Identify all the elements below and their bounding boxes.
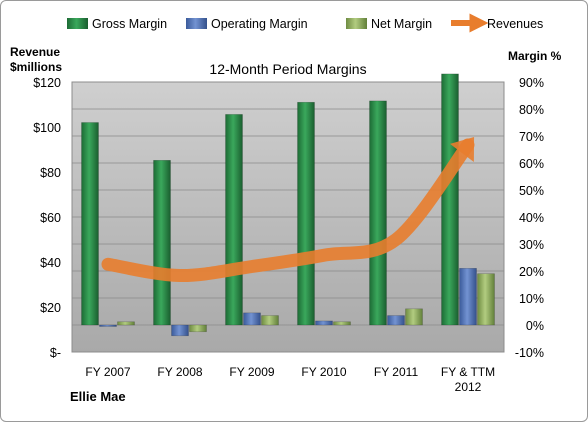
chart-title: 12-Month Period Margins (209, 61, 366, 77)
legend-swatch-operating-margin (186, 18, 207, 29)
operating-margin-bar (243, 312, 261, 326)
company-name: Ellie Mae (70, 389, 126, 404)
gross-margin-bar (153, 160, 171, 326)
left-axis-title-line2: $millions (10, 60, 62, 74)
category-label: FY 2010 (301, 365, 346, 379)
left-tick-label: $100 (33, 121, 61, 135)
left-tick-label: $80 (40, 166, 61, 180)
right-axis-ticks: -10% 0% 10% 20% 30% 40% 50% 60% 70% 80% 90% (515, 76, 544, 360)
gross-margin-bar (369, 100, 387, 326)
category-label: FY 2007 (85, 365, 130, 379)
gridlines (72, 108, 504, 326)
right-tick-label: 90% (519, 76, 544, 90)
category-label: FY 2011 (374, 365, 419, 379)
right-axis-title: Margin % (508, 49, 562, 63)
left-tick-label: $40 (40, 256, 61, 270)
right-tick-label: 80% (519, 103, 544, 117)
net-margin-bar (261, 315, 279, 326)
gross-margin-bar (225, 114, 243, 326)
operating-margin-bar (459, 267, 477, 326)
right-tick-label: 10% (519, 292, 544, 306)
right-tick-label: 40% (519, 211, 544, 225)
right-tick-label: -10% (515, 346, 544, 360)
left-tick-label: $20 (40, 301, 61, 315)
gross-margin-bar (81, 122, 99, 326)
net-margin-bar (333, 321, 351, 326)
legend: Gross Margin Operating Margin Net Margin… (67, 13, 543, 33)
legend-label-gross-margin: Gross Margin (92, 17, 167, 31)
gross-margin-bar (297, 101, 315, 326)
left-tick-label: $60 (40, 211, 61, 225)
operating-margin-bar (387, 315, 405, 326)
operating-margin-bar (99, 324, 117, 327)
right-tick-label: 60% (519, 157, 544, 171)
left-axis-ticks: $- $20 $40 $60 $80 $100 $120 (33, 76, 61, 360)
gross-margin-bar (441, 73, 459, 326)
legend-label-revenues: Revenues (487, 17, 543, 31)
category-labels: FY 2007 FY 2008 FY 2009 FY 2010 FY 2011 FY & … (85, 365, 495, 394)
right-tick-label: 20% (519, 265, 544, 279)
legend-swatch-gross-margin (67, 18, 88, 29)
net-margin-bar (405, 308, 423, 326)
category-label: FY 2009 (229, 365, 274, 379)
net-margin-bar (117, 321, 135, 326)
revenues-line (101, 138, 475, 283)
right-tick-label: 70% (519, 130, 544, 144)
right-tick-label: 50% (519, 184, 544, 198)
legend-label-operating-margin: Operating Margin (211, 17, 308, 31)
category-label: FY 2008 (157, 365, 202, 379)
left-tick-label: $120 (33, 76, 61, 90)
net-margin-bar (189, 324, 207, 333)
operating-margin-bar (315, 320, 333, 326)
revenues-arrowhead (450, 137, 475, 163)
category-label: 2012 (455, 380, 482, 394)
legend-label-net-margin: Net Margin (371, 17, 432, 31)
right-tick-label: 0% (526, 319, 544, 333)
left-tick-label: $- (50, 346, 61, 360)
legend-swatch-net-margin (346, 18, 367, 29)
right-tick-label: 30% (519, 238, 544, 252)
net-margin-bar (477, 273, 495, 326)
operating-margin-bar (171, 324, 189, 337)
category-label: FY & TTM (441, 365, 495, 379)
left-axis-title-line1: Revenue (10, 45, 60, 59)
